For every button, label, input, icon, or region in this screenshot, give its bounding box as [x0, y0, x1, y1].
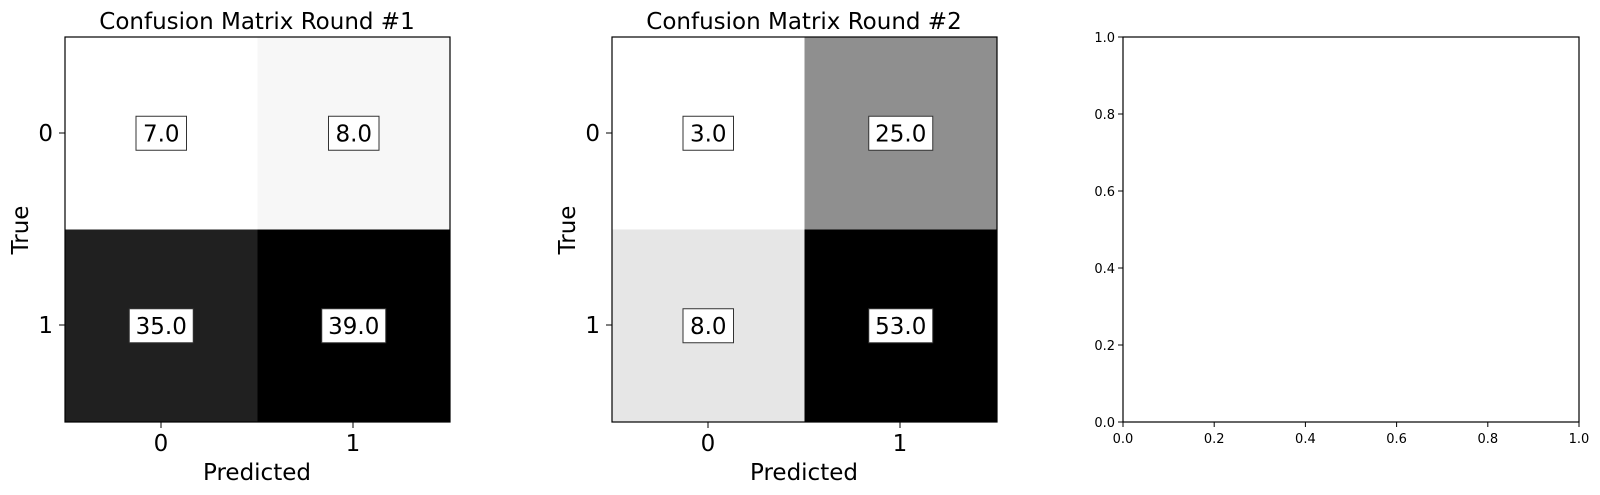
x-tick-label: 1 [346, 431, 361, 457]
cell-value-label: 39.0 [328, 314, 379, 340]
confusion-matrix-panel-1: Confusion Matrix Round #1 0 1 0 1 Predic… [8, 9, 451, 486]
cell-value-labels: 7.0 8.0 35.0 39.0 [128, 115, 387, 344]
x-axis-label: Predicted [203, 460, 311, 486]
cell-value-label: 25.0 [875, 121, 926, 147]
y-tick-label: 0.8 [1094, 108, 1115, 123]
cell-value-box [868, 115, 934, 151]
plot-frame [611, 36, 998, 423]
y-tick-label: 0.4 [1094, 262, 1115, 277]
cell-value-box [321, 308, 387, 344]
y-tick-label: 0 [585, 121, 600, 147]
empty-axes-panel-3: 0.0 0.2 0.4 0.6 0.8 1.0 0.0 0.2 0.4 0.6 0.8 1.0 [1094, 31, 1589, 447]
x-tick-label: 1.0 [1569, 432, 1590, 447]
heatmap-cells [65, 37, 451, 423]
y-tick-label: 0.2 [1094, 339, 1115, 354]
y-axis-label: True [8, 206, 34, 256]
y-tick-label: 1 [38, 313, 53, 339]
cell-value-box [128, 308, 194, 344]
cell-value-box [135, 115, 187, 151]
cell-value-label: 8.0 [690, 314, 727, 340]
cell-value-label: 35.0 [136, 314, 187, 340]
cell-value-box [328, 115, 380, 151]
chart-title: Confusion Matrix Round #1 [99, 9, 414, 35]
chart-title: Confusion Matrix Round #2 [646, 9, 961, 35]
tick-marks [59, 132, 354, 428]
x-tick-label: 0.0 [1113, 432, 1134, 447]
x-axis-label: Predicted [750, 460, 858, 486]
cell-value-labels: 3.0 25.0 8.0 53.0 [682, 115, 934, 344]
plot-frame [1122, 36, 1580, 423]
x-tick-label: 0.4 [1295, 432, 1316, 447]
x-tick-label: 0 [154, 431, 169, 457]
x-tick-label: 0.6 [1386, 432, 1407, 447]
confusion-matrix-panel-2: Confusion Matrix Round #2 0 1 0 1 Predic… [555, 9, 998, 486]
cell-value-box [682, 308, 734, 344]
tick-marks [606, 132, 901, 428]
y-tick-label: 1.0 [1094, 31, 1115, 46]
y-tick-label: 0.0 [1094, 416, 1115, 431]
cell-value-label: 8.0 [335, 121, 372, 147]
y-tick-label: 0 [38, 121, 53, 147]
y-tick-label: 1 [585, 313, 600, 339]
x-tick-label: 0 [701, 431, 716, 457]
cell-value-label: 7.0 [143, 121, 180, 147]
cell-value-label: 53.0 [875, 314, 926, 340]
x-tick-label: 1 [893, 431, 908, 457]
axis-ticks: 0.0 0.2 0.4 0.6 0.8 1.0 0.0 0.2 0.4 0.6 0.8 1.0 [1094, 31, 1589, 447]
cell-value-box [682, 115, 734, 151]
cell-value-label: 3.0 [690, 121, 727, 147]
plot-frame [64, 36, 451, 423]
x-tick-label: 0.2 [1204, 432, 1225, 447]
heatmap-cells [612, 37, 998, 423]
y-axis-label: True [555, 206, 581, 256]
y-tick-label: 0.6 [1094, 185, 1115, 200]
x-tick-label: 0.8 [1477, 432, 1498, 447]
cell-value-box [868, 308, 934, 344]
